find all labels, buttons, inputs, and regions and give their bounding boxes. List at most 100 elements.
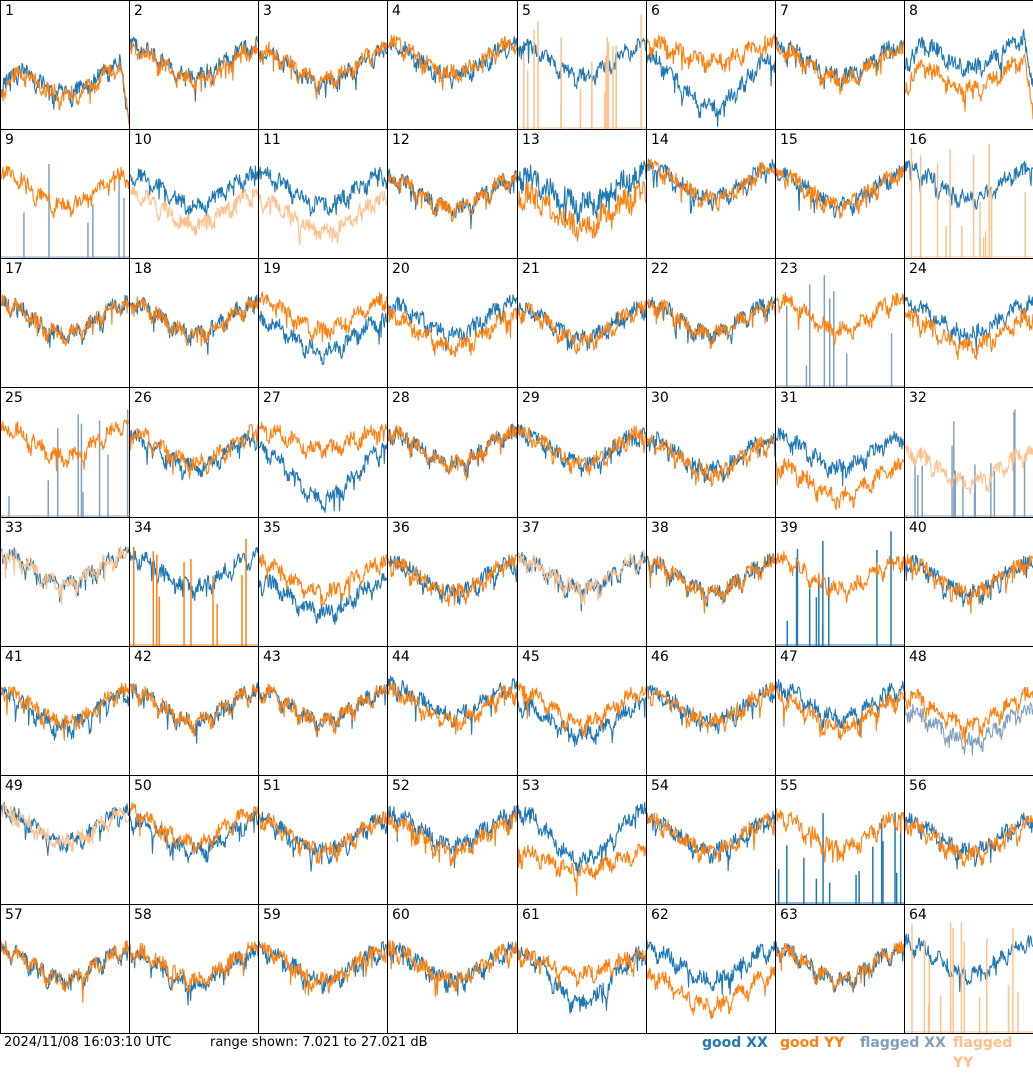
tile-38: 38 (646, 517, 776, 647)
tile-label: 37 (522, 520, 540, 536)
yy-series (388, 424, 517, 481)
tile-label: 1 (5, 3, 14, 19)
xx-series (905, 294, 1033, 353)
xx-series (1, 53, 129, 124)
xx-series (905, 160, 1033, 213)
tile-label: 41 (5, 649, 23, 665)
xx-series (259, 166, 387, 217)
yy-series (388, 940, 517, 998)
yy-series (647, 33, 775, 74)
tile-label: 18 (134, 261, 152, 277)
tile-29: 29 (517, 387, 647, 518)
tile-27: 27 (258, 387, 388, 518)
tile-35: 35 (258, 517, 388, 647)
tile-plot (776, 36, 904, 95)
tile-13: 13 (517, 129, 647, 259)
tile-plot (905, 143, 1033, 258)
xx-series (1, 940, 129, 991)
yy-series (1, 939, 129, 1003)
tile-plot (130, 423, 258, 481)
tile-label: 14 (651, 132, 669, 148)
xx-series (776, 679, 904, 737)
xx-series (647, 683, 775, 735)
tile-46: 46 (646, 646, 776, 776)
xx-series (905, 812, 1033, 870)
yy-series (130, 802, 258, 855)
tile-plot (388, 294, 517, 358)
xx-series (259, 310, 387, 365)
yy-series (905, 554, 1033, 615)
tile-label: 48 (909, 649, 927, 665)
xx-series (518, 37, 646, 90)
tile-11: 11 (258, 129, 388, 259)
yy-series (776, 165, 904, 220)
tile-label: 32 (909, 390, 927, 406)
xx-series (388, 554, 517, 606)
tile-plot (776, 531, 904, 646)
tile-42: 42 (129, 646, 259, 776)
tile-label: 47 (780, 649, 798, 665)
tile-label: 25 (5, 390, 23, 406)
tile-label: 10 (134, 132, 152, 148)
tile-plot (518, 801, 646, 896)
tile-label: 45 (522, 649, 540, 665)
yy-series (388, 170, 517, 223)
tile-plot (259, 940, 387, 996)
legend-good-xx: good XX (702, 1035, 768, 1051)
tile-label: 8 (909, 3, 918, 19)
yy-series (518, 425, 646, 476)
tile-plot (130, 294, 258, 355)
tile-22: 22 (646, 258, 776, 388)
tile-2: 2 (129, 0, 259, 130)
yy-series (259, 942, 387, 996)
tile-53: 53 (517, 775, 647, 905)
tile-plot (905, 29, 1033, 120)
xx-series (388, 294, 517, 352)
yy-series (130, 683, 258, 737)
tile-plot (518, 160, 646, 242)
tile-label: 40 (909, 520, 927, 536)
tile-plot (259, 553, 387, 625)
tile-plot (647, 810, 775, 872)
tile-plot (905, 686, 1033, 756)
tile-60: 60 (387, 904, 518, 1034)
tile-plot (1, 545, 129, 605)
tile-plot (388, 423, 517, 481)
tile-plot (518, 14, 646, 129)
tile-plot (905, 922, 1033, 1033)
yy-series (388, 34, 517, 91)
tile-label: 62 (651, 907, 669, 923)
yy-series (518, 843, 646, 896)
xx-series (518, 696, 646, 747)
yy-series (776, 550, 904, 604)
xx-series (905, 702, 1033, 756)
tile-plot (647, 296, 775, 349)
tile-label: 27 (263, 390, 281, 406)
tile-30: 30 (646, 387, 776, 518)
yy-series (1, 419, 129, 472)
tile-label: 26 (134, 390, 152, 406)
tile-label: 22 (651, 261, 669, 277)
tile-label: 44 (392, 649, 410, 665)
tile-37: 37 (517, 517, 647, 647)
yy-series (259, 811, 387, 865)
tile-plot (905, 294, 1033, 361)
tile-plot (130, 538, 258, 646)
tile-45: 45 (517, 646, 647, 776)
tile-40: 40 (904, 517, 1033, 647)
xx-series (1, 294, 129, 349)
tile-label: 2 (134, 3, 143, 19)
yy-series (388, 554, 517, 607)
tile-61: 61 (517, 904, 647, 1034)
tile-58: 58 (129, 904, 259, 1034)
tile-label: 63 (780, 907, 798, 923)
tile-label: 53 (522, 778, 540, 794)
yy-series (647, 299, 775, 349)
xx-series (130, 294, 258, 355)
xx-series (1, 802, 129, 856)
xx-series (130, 811, 258, 863)
legend-flagged-yy: flagged YY (953, 1035, 1013, 1071)
tile-plot (130, 802, 258, 863)
yy-series (130, 423, 258, 479)
xx-series (388, 36, 517, 90)
